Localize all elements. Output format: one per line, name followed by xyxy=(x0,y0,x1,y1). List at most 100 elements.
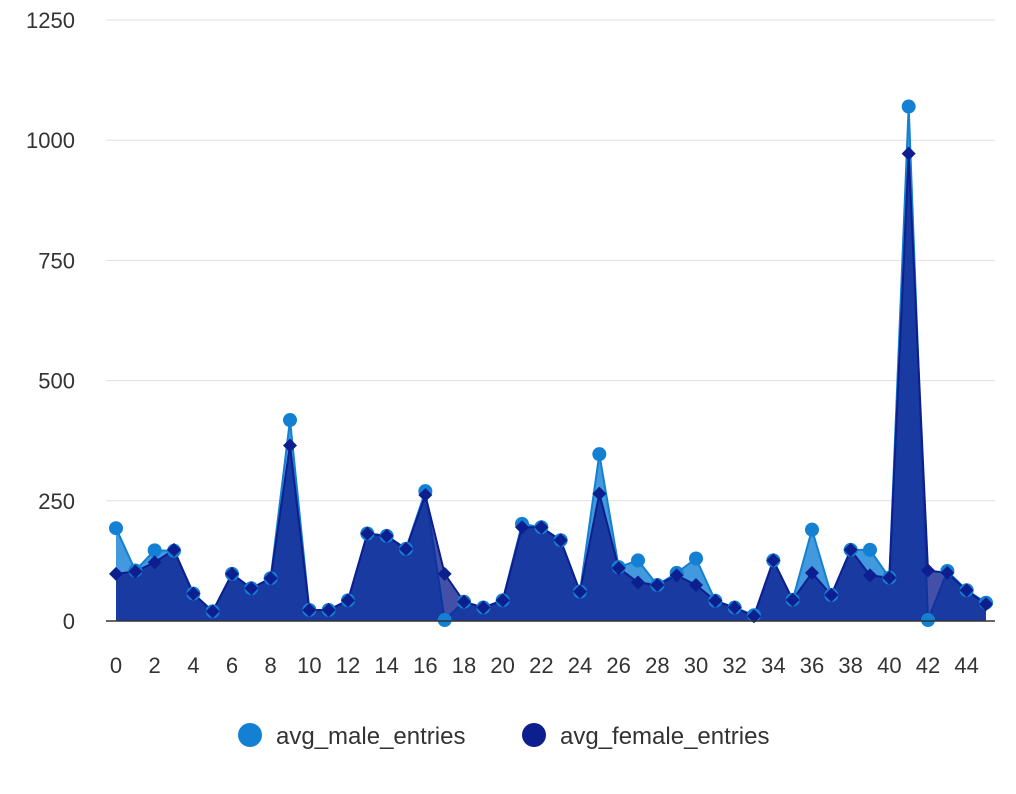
x-tick-label: 44 xyxy=(954,653,978,678)
point-avg_female_entries-41 xyxy=(901,146,916,161)
point-avg_female_entries-14 xyxy=(379,528,394,543)
x-tick-label: 14 xyxy=(374,653,398,678)
y-tick-label: 750 xyxy=(38,248,75,273)
point-avg_female_entries-36 xyxy=(805,565,819,580)
x-tick-label: 24 xyxy=(568,653,592,678)
point-avg_male_entries-9 xyxy=(283,413,297,428)
point-avg_female_entries-29 xyxy=(669,568,684,583)
y-tick-label: 1000 xyxy=(26,128,75,153)
point-avg_female_entries-13 xyxy=(360,526,375,541)
x-tick-label: 0 xyxy=(110,653,122,678)
point-avg_female_entries-27 xyxy=(631,575,645,590)
x-tick-label: 10 xyxy=(297,653,321,678)
point-avg_female_entries-28 xyxy=(650,577,665,592)
x-tick-label: 28 xyxy=(645,653,669,678)
point-avg_male_entries-0 xyxy=(109,521,123,536)
point-avg_female_entries-1 xyxy=(128,564,143,579)
x-tick-label: 2 xyxy=(149,653,161,678)
point-avg_female_entries-6 xyxy=(225,566,239,581)
point-avg_female_entries-16 xyxy=(418,488,433,503)
point-avg_female_entries-2 xyxy=(147,555,162,570)
point-avg_male_entries-25 xyxy=(592,447,607,462)
x-tick-label: 32 xyxy=(722,653,746,678)
point-avg_male_entries-27 xyxy=(631,553,645,568)
legend-swatch xyxy=(522,723,546,747)
point-avg_female_entries-39 xyxy=(863,568,877,583)
x-tick-label: 6 xyxy=(226,653,238,678)
point-avg_female_entries-8 xyxy=(263,571,278,586)
point-avg_male_entries-42 xyxy=(921,613,935,628)
point-avg_female_entries-7 xyxy=(244,581,259,596)
point-avg_male_entries-39 xyxy=(863,542,877,557)
point-avg_male_entries-41 xyxy=(901,99,916,114)
x-tick-label: 12 xyxy=(336,653,360,678)
point-avg_male_entries-2 xyxy=(147,543,162,558)
x-tick-label: 18 xyxy=(452,653,476,678)
point-avg_male_entries-30 xyxy=(689,551,703,566)
point-avg_female_entries-3 xyxy=(167,542,181,557)
y-tick-label: 500 xyxy=(38,369,75,394)
point-avg_female_entries-19 xyxy=(476,600,491,615)
point-avg_female_entries-15 xyxy=(399,541,413,556)
point-avg_female_entries-20 xyxy=(495,593,510,608)
point-avg_female_entries-11 xyxy=(321,602,336,617)
x-tick-label: 38 xyxy=(838,653,862,678)
point-avg_female_entries-21 xyxy=(515,520,529,535)
point-avg_female_entries-12 xyxy=(341,593,355,608)
point-avg_female_entries-37 xyxy=(824,588,839,603)
legend-label: avg_female_entries xyxy=(560,723,769,750)
x-tick-label: 16 xyxy=(413,653,437,678)
series-markers xyxy=(109,99,993,628)
point-avg_female_entries-38 xyxy=(843,542,858,557)
series-areas xyxy=(115,106,987,623)
x-tick-label: 20 xyxy=(490,653,514,678)
point-avg_female_entries-0 xyxy=(109,566,123,581)
point-avg_female_entries-44 xyxy=(959,583,974,598)
point-avg_female_entries-17 xyxy=(437,566,452,581)
x-tick-label: 22 xyxy=(529,653,553,678)
x-tick-label: 42 xyxy=(916,653,940,678)
point-avg_female_entries-18 xyxy=(457,594,471,609)
y-tick-label: 1250 xyxy=(26,8,75,33)
point-avg_female_entries-42 xyxy=(921,563,935,578)
x-tick-label: 36 xyxy=(800,653,824,678)
x-tick-label: 34 xyxy=(761,653,785,678)
point-avg_male_entries-17 xyxy=(437,613,452,628)
y-tick-label: 250 xyxy=(38,489,75,514)
legend-swatch xyxy=(238,723,262,747)
point-avg_female_entries-26 xyxy=(611,561,626,576)
x-tick-label: 4 xyxy=(187,653,199,678)
legend-item-avg_female_entries[interactable]: avg_female_entries xyxy=(522,723,769,750)
point-avg_female_entries-25 xyxy=(592,486,607,501)
point-avg_female_entries-32 xyxy=(727,600,742,615)
legend: avg_male_entries avg_female_entries xyxy=(238,723,769,750)
point-avg_female_entries-4 xyxy=(186,586,201,601)
point-avg_female_entries-5 xyxy=(205,604,220,619)
point-avg_female_entries-10 xyxy=(302,602,317,617)
point-avg_female_entries-9 xyxy=(283,438,297,453)
point-avg_female_entries-22 xyxy=(534,520,549,535)
legend-item-avg_male_entries[interactable]: avg_male_entries xyxy=(238,723,465,750)
grid-lines xyxy=(106,19,995,502)
point-avg_female_entries-35 xyxy=(785,592,800,607)
x-tick-label: 26 xyxy=(606,653,630,678)
point-avg_female_entries-33 xyxy=(747,609,761,624)
point-avg_female_entries-30 xyxy=(689,577,703,592)
point-avg_female_entries-24 xyxy=(573,584,587,599)
point-avg_female_entries-43 xyxy=(940,565,955,580)
point-avg_female_entries-23 xyxy=(553,533,568,548)
legend-label: avg_male_entries xyxy=(276,723,465,750)
series-area-avg_female_entries xyxy=(116,153,986,621)
x-tick-label: 8 xyxy=(265,653,277,678)
point-avg_male_entries-36 xyxy=(805,522,819,537)
point-avg_female_entries-31 xyxy=(708,593,723,608)
series-line-avg_female_entries xyxy=(115,153,987,618)
point-avg_female_entries-45 xyxy=(979,597,993,612)
x-tick-label: 30 xyxy=(684,653,708,678)
x-tick-label: 40 xyxy=(877,653,901,678)
y-tick-label: 0 xyxy=(63,609,75,634)
point-avg_female_entries-34 xyxy=(766,553,781,568)
